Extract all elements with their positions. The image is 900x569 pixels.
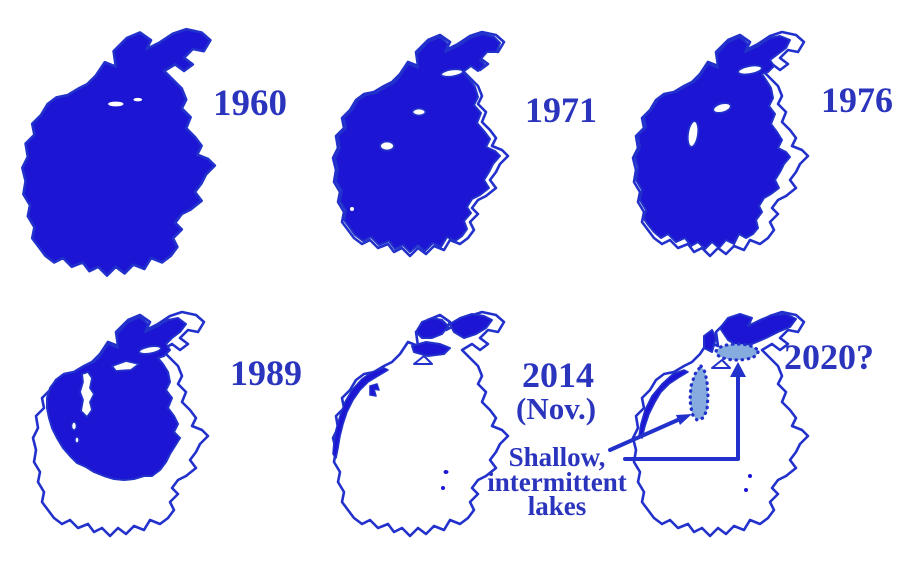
west-basin-strip-water [638,369,689,439]
island-barsakelmes [712,102,732,114]
arrow-to-teardrop-lake-head [676,414,692,425]
shoreline-1960-outline [331,30,510,258]
arrow-to-north-lake-line [623,374,740,461]
west-basin-strip-water [332,367,389,459]
dry-triangle-outline [413,355,433,365]
bay-island [737,64,763,76]
dry-triangle-outline [711,359,731,369]
sea-full-extent-1960 [20,27,217,277]
small-remnant-water [369,383,380,397]
shoreline-1960-outline [631,310,810,538]
island-dot [350,207,354,211]
shoreline-1960-outline [31,310,210,538]
year-label-1976: 1976 [821,80,893,120]
island-vozrozhdeniya [686,120,700,148]
map-panel-1989 [31,310,210,538]
island-speck [70,421,78,431]
water-extent-1989 [46,316,187,481]
year-sublabel-2014-nov: (Nov.) [516,391,597,426]
island-vozrozhdeniya [379,140,395,152]
annotation-line-1: Shallow, [508,442,606,472]
remnant-dot [748,474,752,478]
north-aral-water [415,317,449,339]
bay-island [138,345,162,355]
arrow-to-teardrop-lake-line [608,417,682,452]
map-panel-2020 [608,310,810,538]
shoreline-1960-outline [631,30,810,258]
year-label-2014: 2014 [522,355,594,395]
year-label-1971: 1971 [525,90,597,130]
map-panel-2014 [331,310,510,538]
remnant-dot [443,470,449,474]
bay-island [440,68,464,78]
arrow-to-north-lake-head [730,362,746,377]
island-barsakelmes [411,107,427,117]
shallow-lake-north [714,342,760,362]
island-speck [74,436,80,444]
annotation-line-2: intermittent [487,466,627,497]
north-aral-water [449,313,493,339]
island-sliver [133,97,143,102]
remnant-dot [744,488,748,492]
map-panel-1971 [331,30,510,258]
north-aral-bar-water [411,341,451,357]
year-label-2020: 2020? [784,337,874,377]
year-label-1989: 1989 [230,353,302,393]
map-panel-1960 [20,27,217,277]
island-vozrozhdeniya-grown [79,371,95,418]
water-extent-1976 [634,35,791,250]
remnant-dot [441,486,445,490]
island-barsakelmes-grown [111,360,140,372]
annotation-line-3: lakes [527,491,587,521]
water-extent-1971 [334,33,501,253]
island-sliver [108,101,124,107]
year-label-1960: 1960 [213,83,287,124]
shallow-lake-teardrop [688,364,710,422]
map-panel-1976 [631,30,810,258]
north-aral-bar-water [703,329,717,353]
shallow-lakes-annotation: Shallow, intermittent lakes [457,442,657,521]
